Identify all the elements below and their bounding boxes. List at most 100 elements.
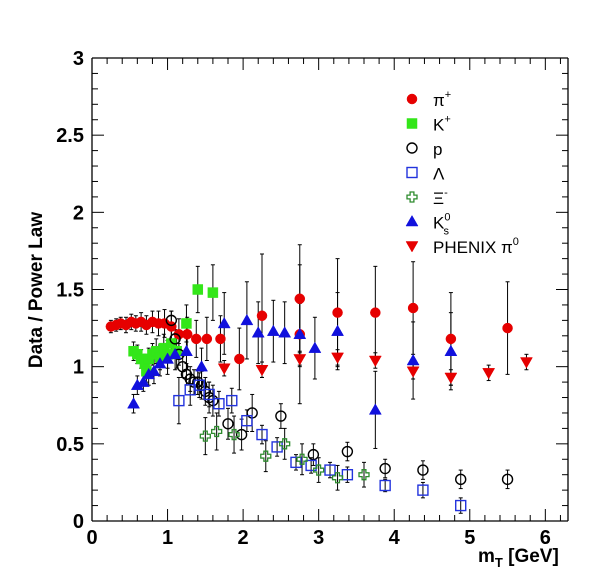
data-point xyxy=(417,464,429,476)
data-point xyxy=(341,469,354,481)
data-point xyxy=(307,448,320,461)
data-point xyxy=(406,166,418,179)
data-point xyxy=(199,430,211,442)
data-markers xyxy=(105,284,533,512)
legend-label: K+ xyxy=(433,114,451,135)
data-point xyxy=(181,318,192,329)
data-point xyxy=(305,459,317,472)
data-point xyxy=(201,333,213,345)
data-point xyxy=(203,388,215,401)
data-point xyxy=(215,333,226,345)
x-axis-title: mT [GeV] xyxy=(478,546,559,570)
x-tick-label: 0 xyxy=(86,527,97,549)
data-point xyxy=(444,344,458,356)
legend-label: Ξ- xyxy=(433,187,448,208)
data-point xyxy=(501,473,514,486)
data-point xyxy=(324,464,336,476)
data-point xyxy=(234,353,245,365)
data-point xyxy=(379,479,391,492)
data-point xyxy=(211,425,223,438)
legend-label-sub: s xyxy=(443,226,449,238)
data-point xyxy=(191,333,202,345)
data-point xyxy=(406,93,418,105)
data-point xyxy=(173,394,185,407)
legend-label: K0 s xyxy=(433,212,450,238)
data-point xyxy=(379,462,391,475)
data-point xyxy=(226,394,238,407)
data-point xyxy=(266,324,280,336)
data-point xyxy=(192,284,204,295)
data-point xyxy=(228,428,240,441)
data-point xyxy=(407,302,419,314)
data-point xyxy=(184,373,196,385)
legend-label-sup: 0 xyxy=(444,212,450,224)
data-point xyxy=(405,241,419,253)
data-point xyxy=(370,307,381,318)
y-tick-label: 1 xyxy=(73,357,84,379)
data-point xyxy=(368,403,382,415)
data-point xyxy=(290,456,302,469)
data-point xyxy=(235,428,248,441)
data-point xyxy=(444,372,458,384)
y-tick-label: 0 xyxy=(73,511,84,533)
data-point xyxy=(279,438,291,450)
data-point xyxy=(406,142,418,154)
legend-label: π+ xyxy=(433,89,451,110)
y-tick-label: 3 xyxy=(73,48,84,70)
y-tick-label: 2 xyxy=(73,202,84,224)
data-point xyxy=(217,363,231,375)
data-point xyxy=(332,307,343,318)
x-axis-label-unit: [GeV] xyxy=(503,546,559,567)
data-point xyxy=(181,329,193,340)
data-point xyxy=(168,347,182,360)
data-point xyxy=(213,398,225,410)
legend-label-base: Ξ xyxy=(433,189,444,208)
data-point xyxy=(207,287,219,298)
x-tick-label: 1 xyxy=(162,527,173,549)
legend-label-base: K xyxy=(433,116,445,135)
x-tick-label: 4 xyxy=(389,527,401,549)
data-point xyxy=(331,472,344,484)
data-point xyxy=(222,418,234,430)
x-tick-label: 3 xyxy=(313,527,324,549)
data-point xyxy=(193,379,205,391)
data-point xyxy=(520,357,533,369)
data-point xyxy=(417,484,429,496)
data-point xyxy=(147,364,161,377)
legend-label-base: p xyxy=(433,140,442,159)
data-point xyxy=(502,322,513,334)
data-point xyxy=(199,385,212,398)
data-point xyxy=(294,293,306,305)
data-point xyxy=(331,324,344,336)
data-point xyxy=(358,469,370,481)
data-point xyxy=(136,375,150,387)
data-point xyxy=(240,313,254,326)
data-point xyxy=(260,450,272,462)
legend-label-base: π xyxy=(433,91,445,110)
data-point xyxy=(406,366,420,378)
data-point xyxy=(241,414,253,427)
x-tick-label: 2 xyxy=(238,527,249,549)
legend-label-sup: - xyxy=(444,187,448,199)
data-point xyxy=(256,428,268,441)
data-point xyxy=(308,341,322,353)
axes: 0 1 2 3 4 5 6 0 0.5 1 1.5 2 2.5 3 xyxy=(56,48,569,549)
data-point xyxy=(165,314,178,327)
data-point xyxy=(455,499,467,512)
y-tick-label: 1.5 xyxy=(56,280,84,302)
y-axis-label: Data / Power Law xyxy=(26,212,47,368)
data-point xyxy=(405,214,419,227)
data-point xyxy=(192,376,204,388)
legend-label-base: Λ xyxy=(433,165,445,184)
legend-label: PHENIX π0 xyxy=(433,236,519,257)
data-point xyxy=(180,344,193,356)
legend-label-sup: 0 xyxy=(513,236,519,248)
data-point xyxy=(293,327,307,340)
data-point xyxy=(271,441,283,453)
data-point xyxy=(406,118,418,129)
data-point xyxy=(296,453,308,465)
data-point xyxy=(406,353,420,366)
data-point xyxy=(275,410,287,422)
data-point xyxy=(207,394,219,407)
y-tick-label: 0.5 xyxy=(56,434,84,456)
